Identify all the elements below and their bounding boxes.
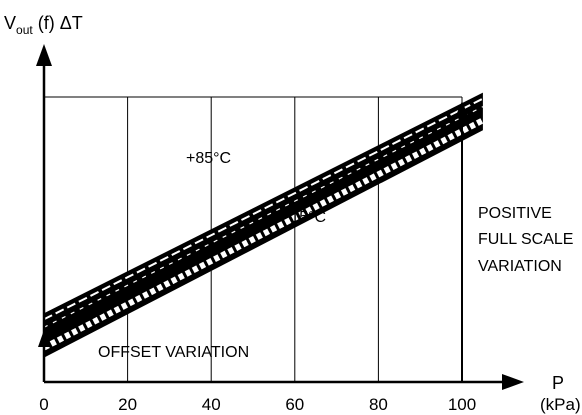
- y-axis-label: Vout (f) ΔT: [4, 13, 83, 37]
- offset-variation-label: OFFSET VARIATION: [98, 344, 249, 361]
- x-tick-label-0: 0: [39, 395, 48, 414]
- x-tick-label-80: 80: [369, 395, 388, 414]
- full-scale-label-line-3: VARIATION: [478, 258, 562, 275]
- x-axis-arrow: [502, 374, 524, 390]
- x-tick-label-20: 20: [118, 395, 137, 414]
- full-scale-label-line-2: FULL SCALE: [478, 231, 573, 248]
- x-axis-unit: (kPa): [540, 395, 581, 414]
- cold-temperature-label: −15°C: [281, 209, 326, 226]
- x-tick-label-60: 60: [285, 395, 304, 414]
- x-tick-labels: 0 20 40 60 80 100: [39, 395, 476, 414]
- series-line-hot: [43, 97, 484, 321]
- full-scale-variation-arrowhead: [455, 101, 469, 118]
- series-line-cold: [42, 117, 485, 351]
- y-axis-arrow: [36, 44, 52, 66]
- x-tick-label-40: 40: [202, 395, 221, 414]
- offset-variation-arrowhead: [38, 330, 50, 347]
- temperature-error-band: [42, 92, 485, 358]
- hot-temperature-label: +85°C: [186, 150, 231, 167]
- band-inner-hatch: [43, 106, 484, 328]
- x-axis-label: P: [552, 373, 564, 393]
- full-scale-label-line-1: POSITIVE: [478, 205, 552, 222]
- x-tick-label-100: 100: [448, 395, 476, 414]
